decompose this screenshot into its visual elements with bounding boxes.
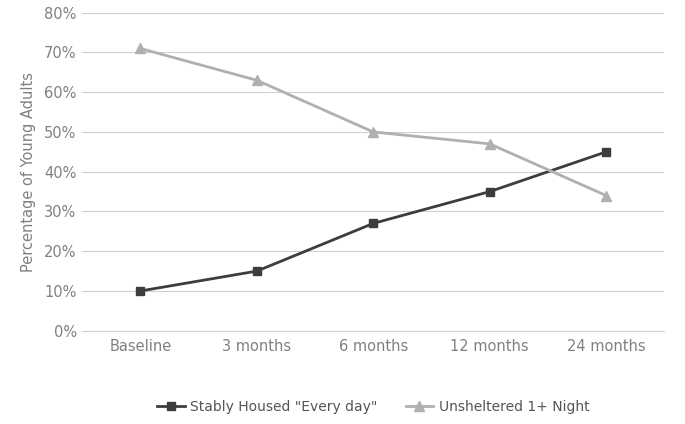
Y-axis label: Percentage of Young Adults: Percentage of Young Adults [21,72,36,272]
Stably Housed "Every day" [486,189,494,194]
Stably Housed "Every day" [369,221,377,226]
Line: Unsheltered 1+ Night: Unsheltered 1+ Night [136,44,611,201]
Legend: Stably Housed "Every day", Unsheltered 1+ Night: Stably Housed "Every day", Unsheltered 1… [151,394,595,419]
Unsheltered 1+ Night [602,193,610,198]
Unsheltered 1+ Night [136,46,145,51]
Unsheltered 1+ Night [486,141,494,146]
Stably Housed "Every day" [602,149,610,154]
Unsheltered 1+ Night [369,129,377,134]
Line: Stably Housed "Every day": Stably Housed "Every day" [136,148,610,295]
Unsheltered 1+ Night [253,78,261,83]
Stably Housed "Every day" [253,268,261,273]
Stably Housed "Every day" [136,288,145,293]
